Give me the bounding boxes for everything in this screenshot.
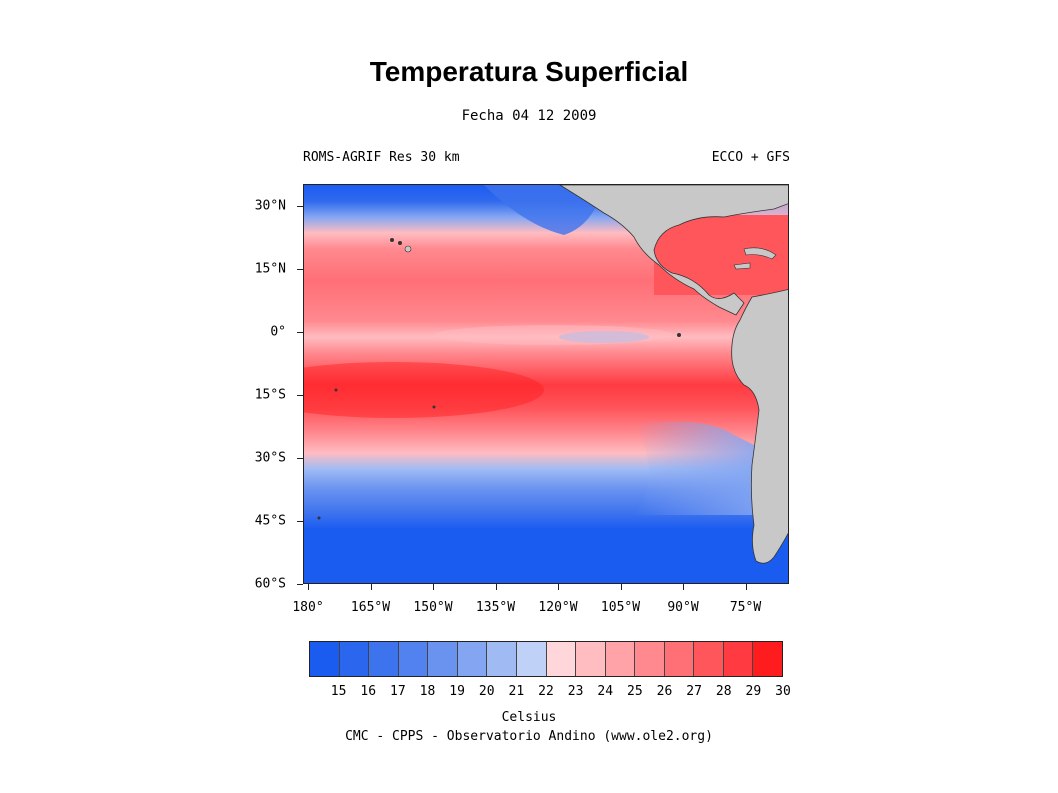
lon-tick (620, 584, 622, 590)
colorbar-label: 27 (686, 684, 702, 699)
lat-tick (297, 269, 303, 270)
lon-tick-label: 105°W (600, 600, 641, 615)
lon-tick-label: 150°W (413, 600, 453, 615)
colorbar-swatch (546, 642, 577, 676)
lon-tick-label: 165°W (350, 600, 391, 615)
lon-tick-label: 180° (292, 600, 324, 615)
colorbar-swatch (664, 642, 695, 676)
lon-tick-label: 120°W (538, 600, 578, 615)
colorbar-label: 19 (449, 684, 465, 699)
colorbar-label: 22 (538, 684, 554, 699)
colorbar-swatch (605, 642, 636, 676)
colorbar-label: 30 (775, 684, 791, 699)
colorbar (309, 641, 783, 677)
forcing-label: ECCO + GFS (711, 150, 790, 165)
lat-tick-label: 30°S (254, 450, 286, 466)
map-title: Temperatura Superficial (369, 56, 689, 87)
date-subtitle: Fecha 04 12 2009 (461, 108, 597, 124)
lon-tick (433, 584, 434, 590)
lat-tick-label: 15°S (254, 387, 286, 403)
lon-tick (683, 584, 684, 590)
lon-tick (308, 584, 309, 590)
colorbar-swatch (428, 642, 458, 676)
colorbar-label: 25 (627, 684, 643, 699)
model-label: ROMS-AGRIF Res 30 km (303, 150, 460, 165)
colorbar-label: 24 (597, 684, 614, 699)
colorbar-swatch (369, 642, 399, 676)
lat-tick-label: 15°N (254, 261, 286, 277)
lat-tick (297, 521, 303, 522)
colorbar-swatch (576, 642, 606, 676)
colorbar-label: 28 (715, 684, 732, 699)
lon-tick-label: 135°W (475, 600, 516, 615)
colorbar-label: 20 (478, 684, 495, 699)
colorbar-swatch (310, 642, 340, 676)
colorbar-swatch (457, 642, 488, 676)
colorbar-label: 16 (360, 684, 377, 699)
colorbar-label: 21 (508, 684, 525, 699)
colorbar-label: 29 (745, 684, 762, 699)
colorbar-swatch (339, 642, 370, 676)
lon-tick (495, 584, 497, 590)
lat-tick (297, 584, 303, 585)
lon-tick-label: 75°W (729, 600, 762, 615)
lon-tick (370, 584, 372, 590)
lon-tick (558, 584, 559, 590)
colorbar-swatch (487, 642, 517, 676)
lat-tick (297, 332, 303, 333)
colorbar-label: 17 (390, 684, 406, 699)
lat-tick-label: 45°S (254, 513, 286, 529)
lat-tick-label: 0° (270, 324, 286, 340)
lat-tick-label: 30°N (254, 198, 286, 214)
lat-tick (297, 395, 303, 396)
colorbar-label: 26 (656, 684, 673, 699)
colorbar-swatch (398, 642, 429, 676)
colorbar-label: 23 (567, 684, 584, 699)
colorbar-swatch (723, 642, 754, 676)
lat-tick (297, 206, 303, 207)
lon-tick (745, 584, 747, 590)
colorbar-label: 18 (419, 684, 436, 699)
colorbar-swatch (516, 642, 547, 676)
sst-map-graphic (304, 185, 788, 583)
units-label: Celsius (501, 710, 557, 725)
colorbar-swatch (753, 642, 782, 676)
colorbar-swatch (694, 642, 724, 676)
colorbar-label: 15 (330, 684, 347, 699)
colorbar-swatch (635, 642, 665, 676)
lon-tick-label: 90°W (667, 600, 699, 615)
credits-label: CMC - CPPS - Observatorio Andino (www.ol… (345, 729, 713, 744)
lat-tick-label: 60°S (254, 576, 286, 592)
sst-map (303, 184, 789, 584)
lat-tick (297, 458, 303, 459)
